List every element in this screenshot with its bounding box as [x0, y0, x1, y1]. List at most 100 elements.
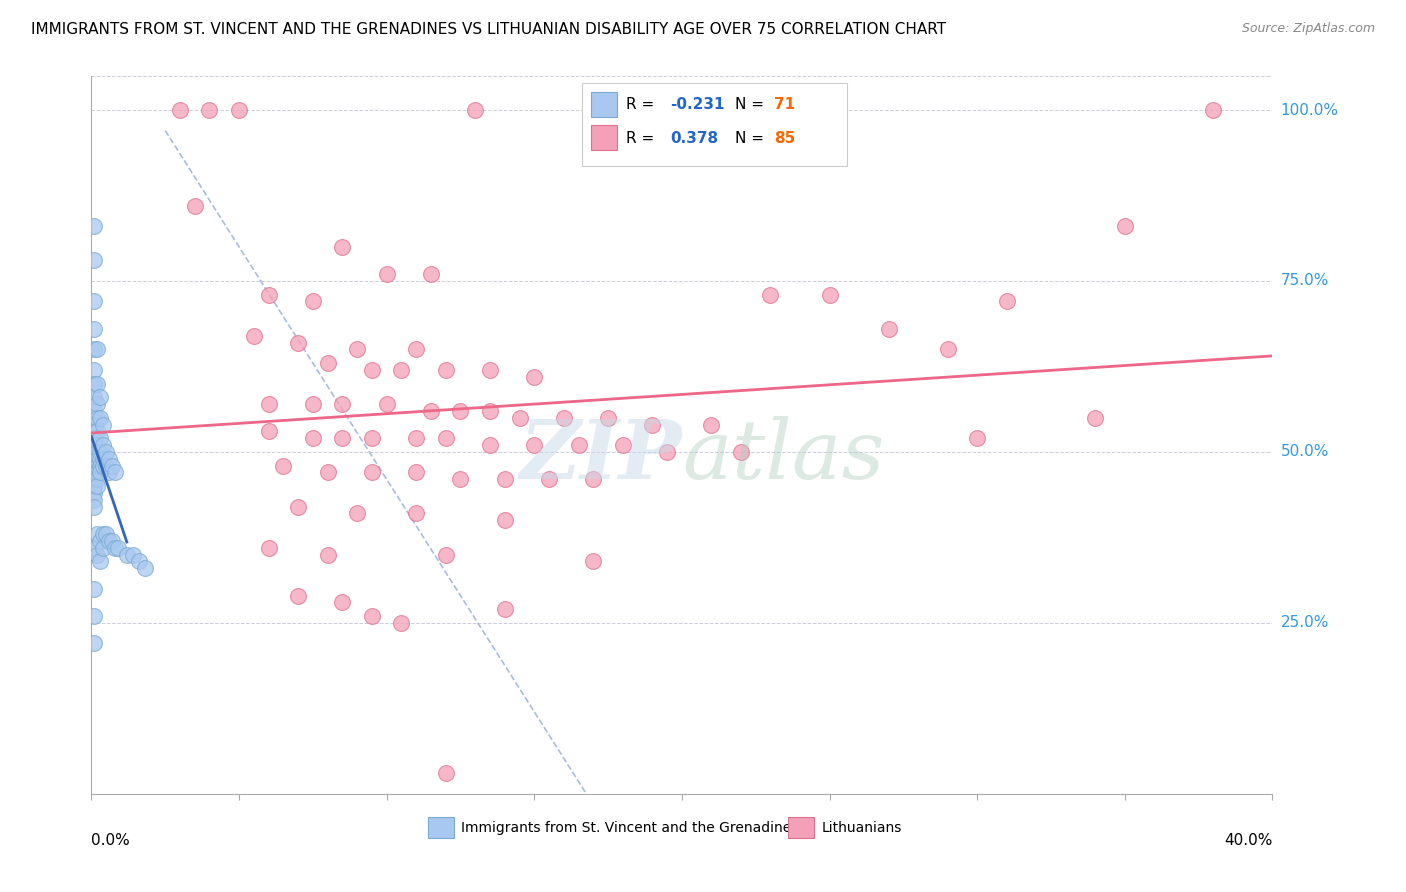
Point: [405, 466, 427, 480]
Point: [375, 397, 398, 411]
Point: [83, 609, 105, 624]
Point: [115, 548, 138, 562]
Point: [450, 404, 472, 418]
Point: [316, 356, 339, 370]
Text: IMMIGRANTS FROM ST. VINCENT AND THE GRENADINES VS LITHUANIAN DISABILITY AGE OVER: IMMIGRANTS FROM ST. VINCENT AND THE GREN…: [31, 22, 946, 37]
Point: [104, 466, 127, 480]
Point: [434, 431, 457, 445]
Point: [730, 445, 752, 459]
Bar: [591, 93, 617, 117]
Point: [169, 103, 191, 117]
Text: -0.231: -0.231: [671, 97, 724, 112]
Text: 71: 71: [775, 97, 796, 112]
Point: [98, 451, 121, 466]
Point: [243, 328, 266, 343]
Point: [494, 602, 516, 616]
Point: [86, 466, 108, 480]
Text: N =: N =: [735, 97, 769, 112]
Point: [83, 322, 105, 336]
Point: [360, 431, 382, 445]
Point: [89, 390, 111, 404]
Text: ZIP: ZIP: [519, 417, 682, 496]
Point: [360, 609, 382, 624]
Point: [655, 445, 678, 459]
Point: [1202, 103, 1225, 117]
Point: [478, 438, 502, 452]
Point: [360, 363, 382, 377]
Point: [419, 404, 441, 418]
Text: atlas: atlas: [682, 417, 884, 496]
Point: [83, 445, 105, 459]
Point: [582, 472, 605, 486]
Point: [641, 417, 664, 432]
Point: [83, 438, 105, 452]
Point: [86, 425, 108, 439]
Bar: [591, 126, 617, 150]
Point: [98, 533, 121, 548]
Point: [86, 472, 108, 486]
Point: [83, 500, 105, 514]
Point: [83, 253, 105, 268]
Point: [494, 513, 516, 527]
Point: [183, 199, 207, 213]
Point: [83, 219, 105, 234]
Point: [96, 445, 118, 459]
Point: [89, 466, 111, 480]
Point: [101, 533, 124, 548]
Point: [91, 417, 114, 432]
Point: [316, 548, 339, 562]
Point: [89, 554, 111, 568]
Point: [332, 595, 354, 609]
Point: [818, 287, 841, 301]
Point: [83, 363, 105, 377]
Point: [128, 554, 150, 568]
Point: [98, 466, 121, 480]
Point: [389, 363, 413, 377]
Point: [405, 343, 427, 357]
Point: [96, 458, 118, 473]
Point: [523, 369, 546, 384]
Point: [228, 103, 250, 117]
Point: [86, 458, 108, 473]
Point: [360, 466, 382, 480]
Point: [375, 267, 398, 281]
Point: [405, 431, 427, 445]
Point: [91, 451, 114, 466]
Point: [287, 335, 309, 350]
Point: [434, 548, 457, 562]
Point: [91, 527, 114, 541]
Point: [86, 445, 108, 459]
Point: [759, 287, 782, 301]
Point: [83, 486, 105, 500]
Point: [537, 472, 560, 486]
Point: [86, 410, 108, 425]
Point: [257, 541, 280, 555]
Point: [494, 472, 516, 486]
Point: [83, 458, 105, 473]
Point: [83, 343, 105, 357]
Point: [91, 458, 114, 473]
Point: [877, 322, 900, 336]
Point: [287, 589, 309, 603]
Text: 50.0%: 50.0%: [1281, 444, 1329, 459]
Point: [86, 527, 108, 541]
Point: [316, 466, 339, 480]
Point: [86, 548, 108, 562]
Point: [86, 376, 108, 391]
Text: N =: N =: [735, 131, 769, 145]
Text: 75.0%: 75.0%: [1281, 274, 1329, 288]
Point: [83, 404, 105, 418]
Point: [478, 363, 502, 377]
Text: Source: ZipAtlas.com: Source: ZipAtlas.com: [1241, 22, 1375, 36]
Point: [332, 240, 354, 254]
Point: [89, 431, 111, 445]
Text: 85: 85: [775, 131, 796, 145]
Point: [523, 438, 546, 452]
Point: [89, 458, 111, 473]
Point: [464, 103, 486, 117]
Point: [96, 527, 118, 541]
Point: [346, 507, 368, 521]
Text: 40.0%: 40.0%: [1225, 833, 1272, 848]
Point: [612, 438, 634, 452]
Point: [936, 343, 959, 357]
